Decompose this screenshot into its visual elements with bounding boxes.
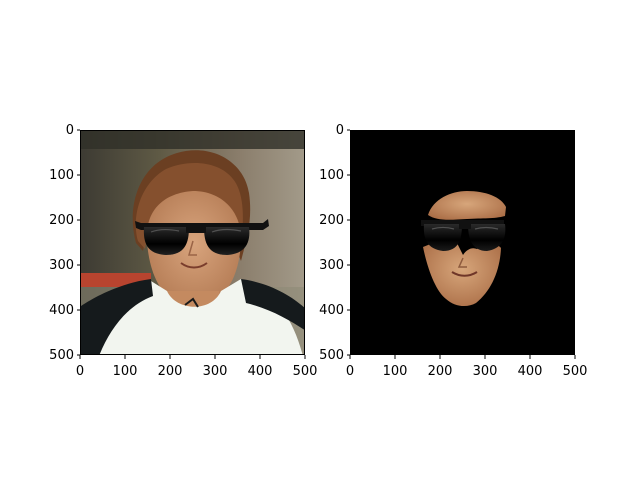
left-x-tick-0: 0: [76, 364, 84, 379]
right-x-tick-0: 0: [346, 364, 354, 379]
left-y-tick-1: 100: [49, 168, 74, 183]
right-x-tick-5: 500: [563, 364, 588, 379]
left-x-tick-4: 400: [248, 364, 273, 379]
left-y-tick-2: 200: [49, 213, 74, 228]
right-x-tick-4: 400: [518, 364, 543, 379]
left-x-tick-3: 300: [203, 364, 228, 379]
left-x-tick-5: 500: [293, 364, 318, 379]
right-y-tick-1: 100: [319, 168, 344, 183]
sunglasses-overlay-masked: [421, 220, 506, 251]
right-y-tick-4: 400: [319, 303, 344, 318]
left-y-tick-0: 0: [66, 123, 74, 138]
right-image-panel: [350, 130, 575, 355]
left-image: [81, 131, 304, 354]
left-x-tick-1: 100: [113, 364, 138, 379]
right-x-axis: 0 100 200 300 400 500: [346, 355, 588, 379]
right-y-tick-5: 500: [319, 348, 344, 363]
right-y-tick-3: 300: [319, 258, 344, 273]
right-y-tick-2: 200: [319, 213, 344, 228]
left-x-tick-2: 200: [158, 364, 183, 379]
right-x-tick-1: 100: [383, 364, 408, 379]
left-y-axis: 0 100 200 300 400 500: [49, 123, 80, 363]
left-image-panel: [80, 130, 305, 355]
left-y-tick-4: 400: [49, 303, 74, 318]
right-y-tick-0: 0: [336, 123, 344, 138]
sunglasses-overlay: [135, 219, 269, 255]
left-y-tick-5: 500: [49, 348, 74, 363]
right-image: [351, 131, 574, 354]
left-y-tick-3: 300: [49, 258, 74, 273]
right-x-tick-2: 200: [428, 364, 453, 379]
right-y-axis: 0 100 200 300 400 500: [319, 123, 350, 363]
right-x-tick-3: 300: [473, 364, 498, 379]
left-x-axis: 0 100 200 300 400 500: [76, 355, 318, 379]
